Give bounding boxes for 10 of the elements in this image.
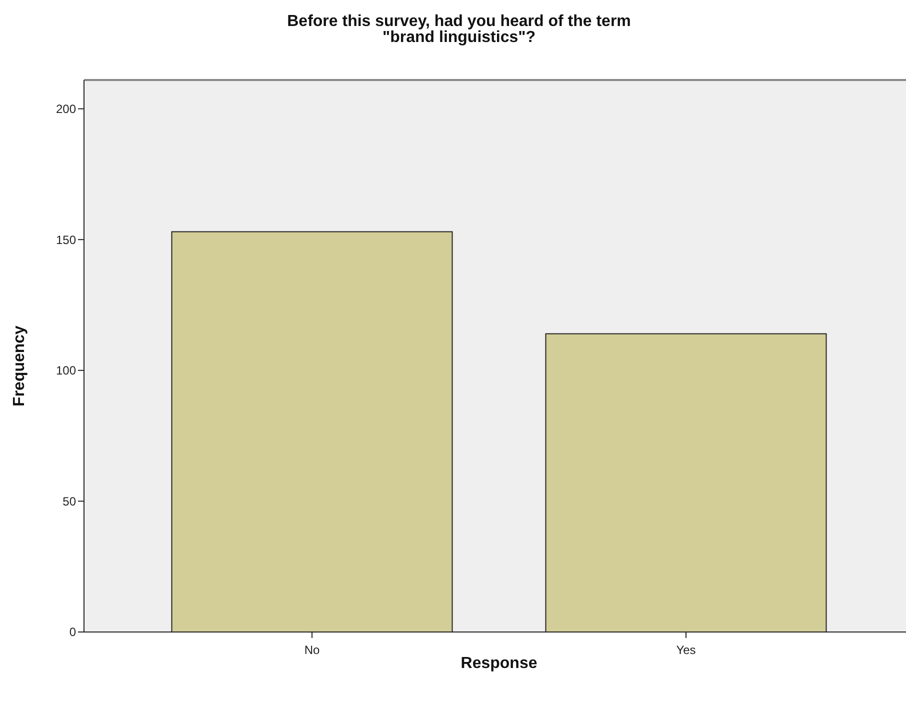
y-tick-label: 150 — [56, 232, 76, 247]
x-axis-title: Response — [460, 655, 538, 672]
y-axis-title: Frequency — [11, 325, 28, 406]
x-tick-label: Yes — [676, 643, 696, 657]
x-tick-label: No — [304, 643, 320, 657]
chart-title: Before this survey, had you heard of the term "brand linguistics"? — [287, 13, 631, 46]
y-tick-label: 100 — [56, 364, 76, 378]
y-tick-label: 50 — [62, 494, 76, 508]
y-tick-label: 0 — [69, 625, 76, 640]
y-tick-label: 200 — [56, 102, 76, 116]
